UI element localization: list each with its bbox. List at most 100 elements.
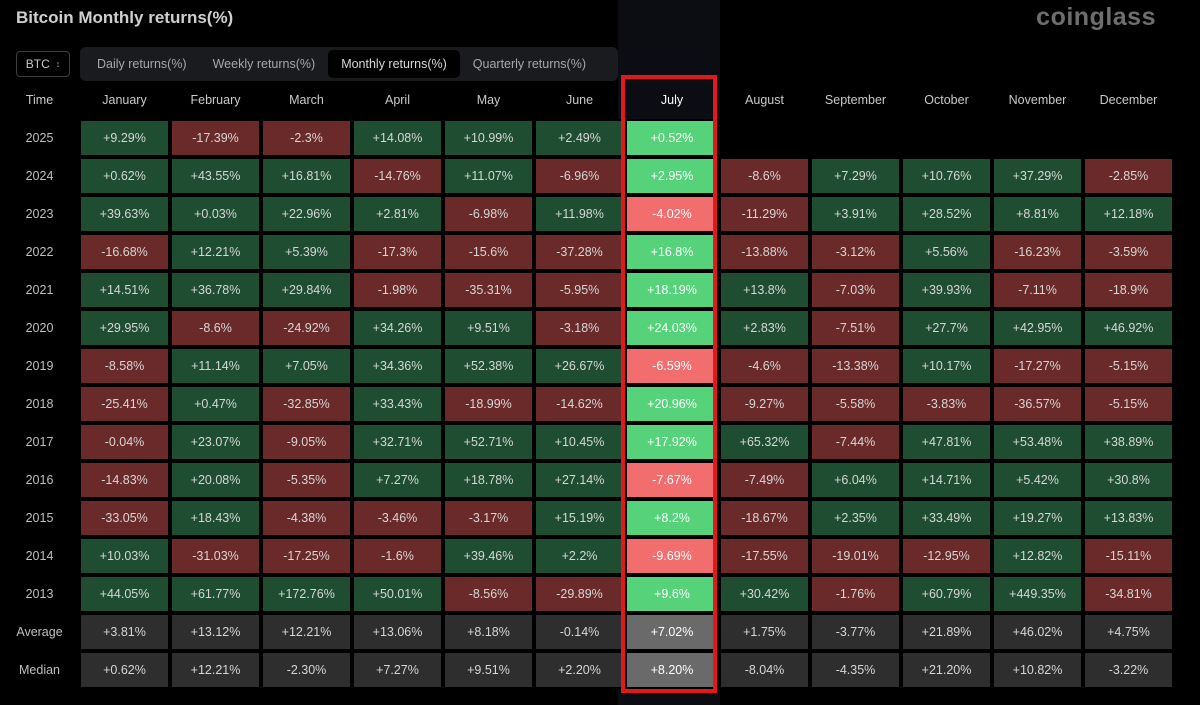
return-cell: -4.35% xyxy=(810,651,901,689)
return-cell: +65.32% xyxy=(719,423,810,461)
return-cell: +39.63% xyxy=(79,195,170,233)
return-cell: +14.71% xyxy=(901,461,992,499)
return-cell: -17.55% xyxy=(719,537,810,575)
return-cell: +12.82% xyxy=(992,537,1083,575)
return-cell: -0.04% xyxy=(79,423,170,461)
coinglass-logo: coinglass xyxy=(1036,3,1156,31)
return-cell: -17.3% xyxy=(352,233,443,271)
return-cell: -16.68% xyxy=(79,233,170,271)
month-header-october: October xyxy=(924,93,969,107)
return-cell: -14.62% xyxy=(534,385,625,423)
return-cell: -8.6% xyxy=(719,157,810,195)
return-cell: +13.8% xyxy=(719,271,810,309)
return-cell: +7.29% xyxy=(810,157,901,195)
july-return-cell: +0.52% xyxy=(625,119,719,157)
return-cell: +13.12% xyxy=(170,613,261,651)
return-cell: -1.6% xyxy=(352,537,443,575)
table-header-row: Time January February March April May June Jul… xyxy=(0,81,1174,119)
return-cell: +21.20% xyxy=(901,651,992,689)
july-return-cell: +20.96% xyxy=(625,385,719,423)
return-cell: +12.21% xyxy=(170,651,261,689)
month-header-march: March xyxy=(289,93,324,107)
monthly-returns-table: Time January February March April May June Jul… xyxy=(0,81,1174,689)
tab-daily-returns[interactable]: Daily returns(%) xyxy=(97,57,187,71)
table-row: 2014 +10.03% -31.03% -17.25% -1.6% +39.46% +2.… xyxy=(0,537,1174,575)
return-cell: +172.76% xyxy=(261,575,352,613)
return-cell: -3.83% xyxy=(901,385,992,423)
return-cell: +2.20% xyxy=(534,651,625,689)
return-cell: -37.28% xyxy=(534,233,625,271)
row-label: Average xyxy=(16,625,63,639)
return-cell: +11.07% xyxy=(443,157,534,195)
return-cell: +60.79% xyxy=(901,575,992,613)
return-cell: +18.78% xyxy=(443,461,534,499)
return-cell: +2.35% xyxy=(810,499,901,537)
tab-quarterly-returns[interactable]: Quarterly returns(%) xyxy=(472,57,587,71)
table-row: 2025 +9.29% -17.39% -2.3% +14.08% +10.99% +2.4… xyxy=(0,119,1174,157)
table-row: 2013 +44.05% +61.77% +172.76% +50.01% -8.56% -… xyxy=(0,575,1174,613)
return-cell: +6.04% xyxy=(810,461,901,499)
return-cell: -15.11% xyxy=(1083,537,1174,575)
july-return-cell: +17.92% xyxy=(625,423,719,461)
table-row: 2022 -16.68% +12.21% +5.39% -17.3% -15.6% -37.… xyxy=(0,233,1174,271)
return-cell xyxy=(1083,119,1174,157)
return-cell: +33.49% xyxy=(901,499,992,537)
return-cell: +27.7% xyxy=(901,309,992,347)
returns-period-tabs: Daily returns(%) Weekly returns(%) Month… xyxy=(80,47,618,81)
return-cell: +61.77% xyxy=(170,575,261,613)
return-cell: -0.14% xyxy=(534,613,625,651)
return-cell: +34.26% xyxy=(352,309,443,347)
row-label: 2016 xyxy=(25,473,54,487)
return-cell: -5.15% xyxy=(1083,385,1174,423)
return-cell: -36.57% xyxy=(992,385,1083,423)
return-cell: +11.98% xyxy=(534,195,625,233)
return-cell: +0.62% xyxy=(79,651,170,689)
return-cell xyxy=(719,119,810,157)
row-label: Median xyxy=(19,663,60,677)
return-cell: -3.22% xyxy=(1083,651,1174,689)
tab-monthly-returns[interactable]: Monthly returns(%) xyxy=(328,50,460,78)
return-cell: +28.52% xyxy=(901,195,992,233)
return-cell: -8.58% xyxy=(79,347,170,385)
return-cell: +37.29% xyxy=(992,157,1083,195)
month-header-june: June xyxy=(565,93,594,107)
time-column-header: Time xyxy=(25,93,54,107)
return-cell: -7.11% xyxy=(992,271,1083,309)
table-row: 2015 -33.05% +18.43% -4.38% -3.46% -3.17% +15.… xyxy=(0,499,1174,537)
return-cell: +5.56% xyxy=(901,233,992,271)
return-cell: +7.05% xyxy=(261,347,352,385)
return-cell: -34.81% xyxy=(1083,575,1174,613)
return-cell: +32.71% xyxy=(352,423,443,461)
return-cell: +9.51% xyxy=(443,651,534,689)
return-cell: +12.21% xyxy=(261,613,352,651)
tab-weekly-returns[interactable]: Weekly returns(%) xyxy=(212,57,316,71)
return-cell: +7.27% xyxy=(352,651,443,689)
stat-row-median: Median +0.62% +12.21% -2.30% +7.27% +9.51% +2.… xyxy=(0,651,1174,689)
return-cell: +0.47% xyxy=(170,385,261,423)
return-cell: -13.88% xyxy=(719,233,810,271)
return-cell: -4.38% xyxy=(261,499,352,537)
return-cell: -32.85% xyxy=(261,385,352,423)
return-cell: -18.9% xyxy=(1083,271,1174,309)
return-cell: +21.89% xyxy=(901,613,992,651)
return-cell: -15.6% xyxy=(443,233,534,271)
return-cell: +46.92% xyxy=(1083,309,1174,347)
july-return-cell: -9.69% xyxy=(625,537,719,575)
return-cell: -29.89% xyxy=(534,575,625,613)
asset-select[interactable]: BTC ↕ xyxy=(16,51,70,77)
return-cell: -7.49% xyxy=(719,461,810,499)
july-return-cell: +16.8% xyxy=(625,233,719,271)
return-cell: +30.42% xyxy=(719,575,810,613)
return-cell: +10.76% xyxy=(901,157,992,195)
return-cell: +2.83% xyxy=(719,309,810,347)
return-cell: +39.46% xyxy=(443,537,534,575)
return-cell: +8.81% xyxy=(992,195,1083,233)
return-cell: +36.78% xyxy=(170,271,261,309)
table-row: 2024 +0.62% +43.55% +16.81% -14.76% +11.07% -6… xyxy=(0,157,1174,195)
table-row: 2021 +14.51% +36.78% +29.84% -1.98% -35.31% -5… xyxy=(0,271,1174,309)
return-cell: -5.58% xyxy=(810,385,901,423)
july-return-cell: +8.2% xyxy=(625,499,719,537)
month-header-january: January xyxy=(102,93,147,107)
row-label: 2014 xyxy=(25,549,54,563)
month-header-november: November xyxy=(1008,93,1067,107)
